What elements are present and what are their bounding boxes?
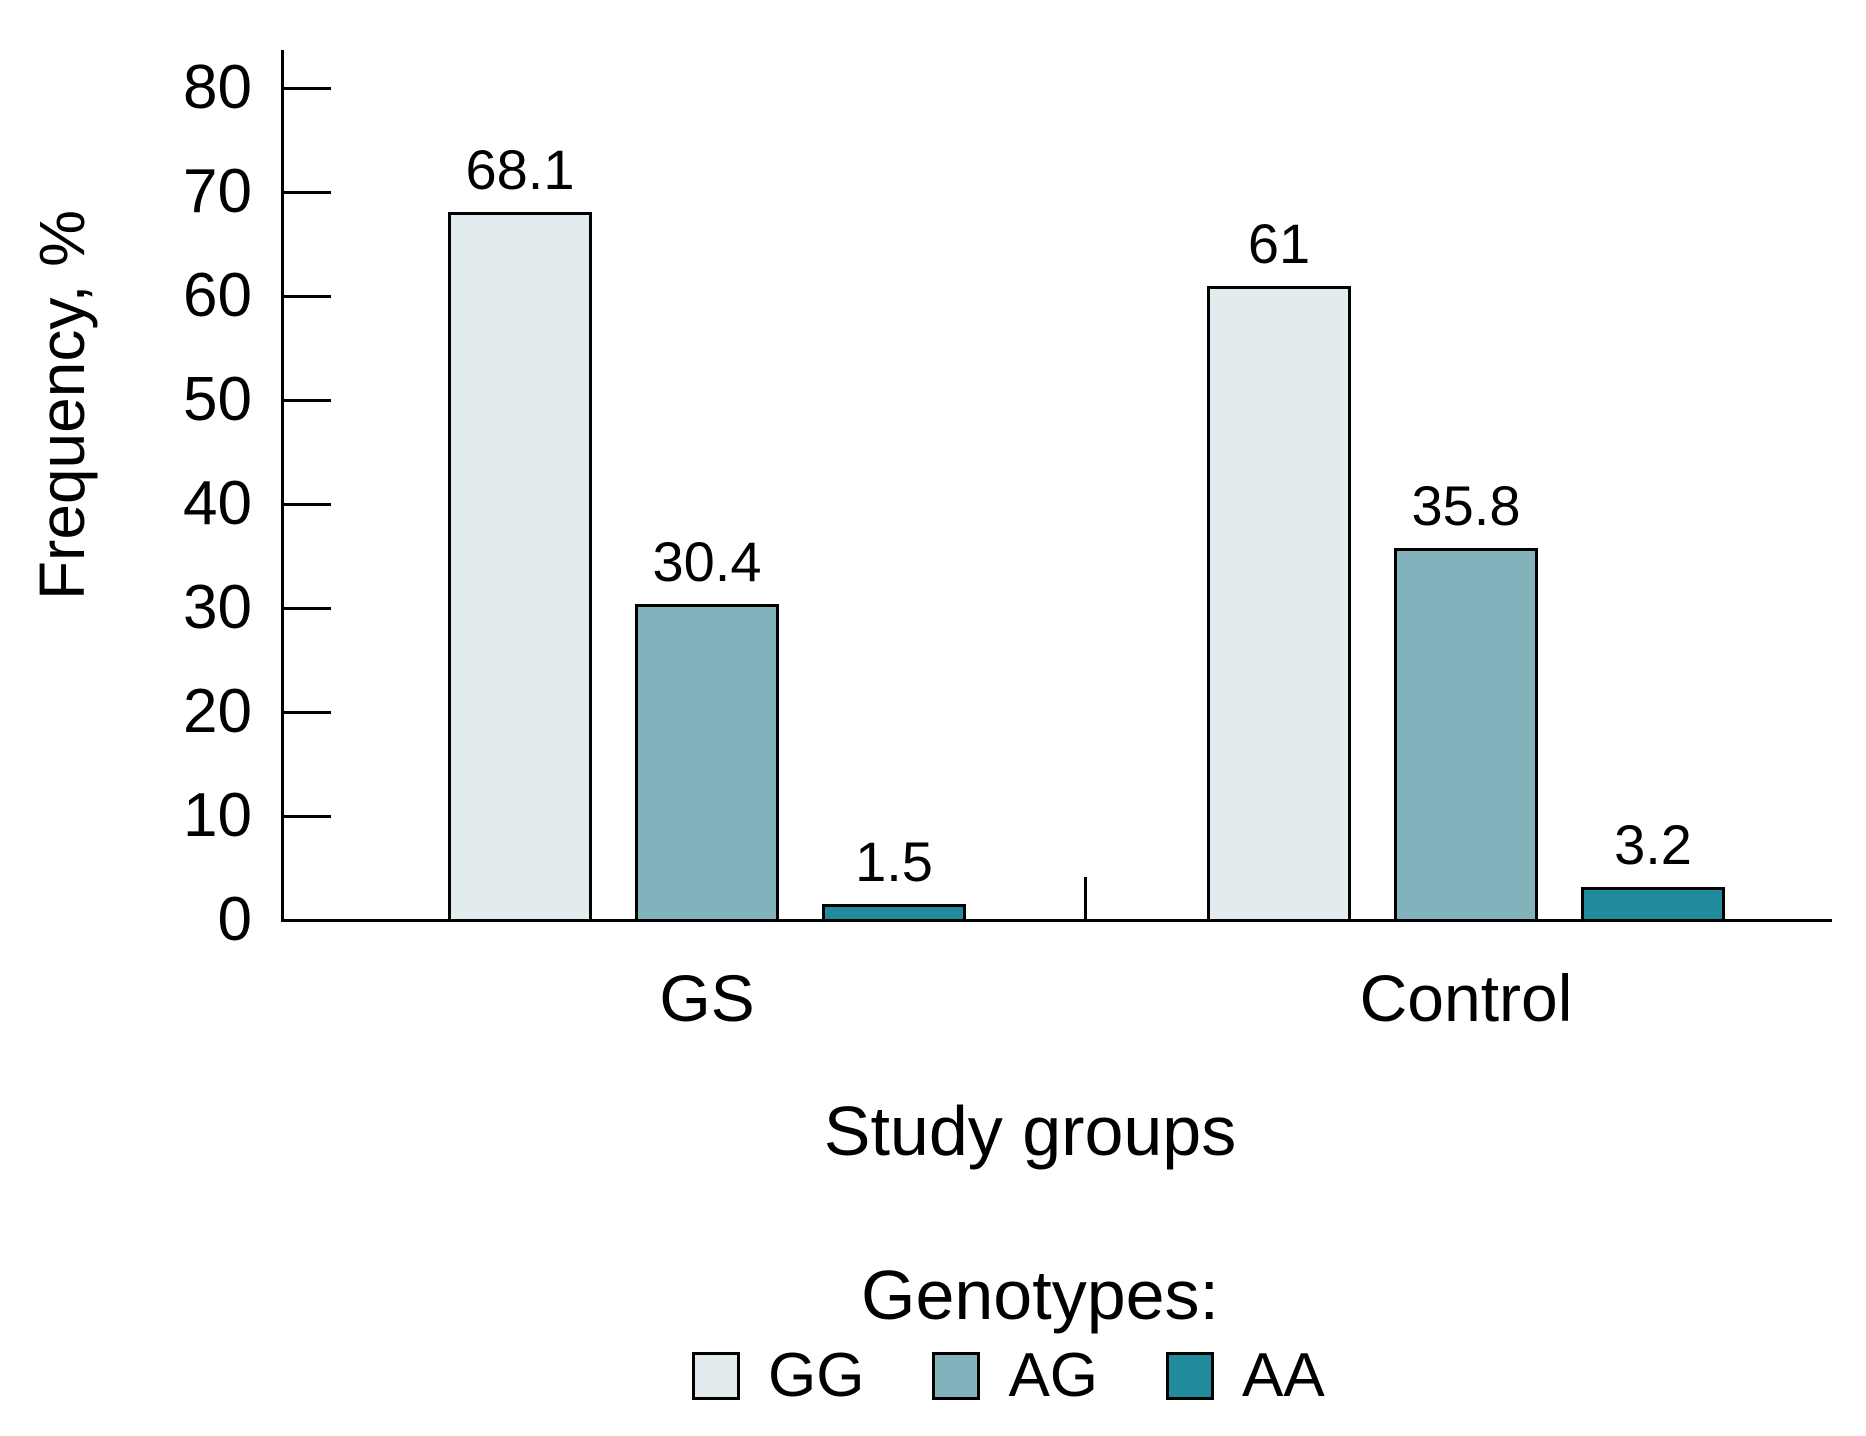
legend-item-ag: AG — [932, 1341, 1099, 1410]
category-label-control: Control — [1359, 961, 1573, 1035]
x-axis-mid-tick — [1084, 877, 1087, 920]
y-tick-line — [284, 86, 331, 90]
x-axis-line — [281, 919, 1832, 922]
y-tick-label: 80 — [183, 53, 252, 122]
legend-label-ag: AG — [1008, 1341, 1099, 1410]
legend-swatch-gg — [692, 1352, 740, 1400]
bar-aa-gs — [822, 904, 966, 922]
bar-value-label: 3.2 — [1614, 812, 1692, 876]
legend-item-aa: AA — [1166, 1341, 1325, 1410]
y-tick-label: 70 — [183, 157, 252, 226]
legend-label-gg: GG — [768, 1341, 865, 1410]
category-label-gs: GS — [659, 961, 755, 1035]
legend: GG AG AA — [692, 1341, 1325, 1410]
y-tick-line — [284, 502, 331, 506]
x-axis-title: Study groups — [823, 1092, 1237, 1170]
y-tick-line — [284, 294, 331, 298]
y-tick-label: 60 — [183, 261, 252, 330]
bar-ag-control — [1394, 547, 1538, 922]
legend-swatch-ag — [932, 1352, 981, 1400]
bar-value-label: 1.5 — [855, 830, 933, 894]
legend-swatch-aa — [1166, 1352, 1215, 1400]
bar-ag-gs — [635, 603, 779, 922]
y-tick-label: 30 — [183, 573, 252, 642]
legend-item-gg: GG — [692, 1341, 865, 1410]
bar-aa-control — [1581, 886, 1725, 922]
y-tick-label: 20 — [183, 677, 252, 746]
y-tick-label: 50 — [183, 365, 252, 434]
y-tick-line — [284, 710, 331, 714]
y-tick-line — [284, 606, 331, 610]
y-tick-label: 0 — [217, 885, 252, 954]
bar-value-label: 68.1 — [465, 137, 575, 201]
bar-gg-control — [1207, 285, 1351, 922]
bar-gg-gs — [448, 211, 592, 922]
y-tick-label: 10 — [183, 781, 252, 850]
y-tick-line — [284, 814, 331, 818]
bar-value-label: 30.4 — [652, 529, 762, 593]
legend-label-aa: AA — [1242, 1341, 1325, 1410]
y-tick-line — [284, 190, 331, 194]
y-tick-line — [284, 398, 331, 402]
bar-value-label: 61 — [1247, 211, 1311, 275]
y-tick-label: 40 — [183, 469, 252, 538]
legend-title: Genotypes: — [861, 1256, 1219, 1334]
y-axis-line — [281, 50, 284, 922]
bar-value-label: 35.8 — [1411, 473, 1521, 537]
